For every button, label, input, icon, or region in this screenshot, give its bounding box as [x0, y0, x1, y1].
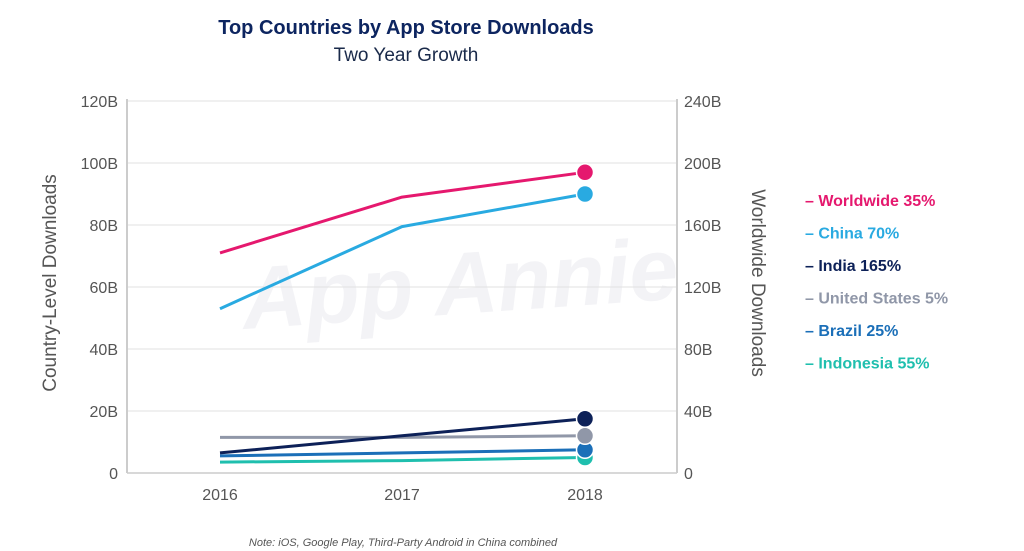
- right-tick-label: 160B: [684, 218, 721, 235]
- footnote: Note: iOS, Google Play, Third-Party Andr…: [249, 537, 558, 549]
- chart-title: Top Countries by App Store Downloads: [218, 17, 594, 39]
- series-line-india: [219, 417, 586, 455]
- right-tick-label: 80B: [684, 342, 712, 359]
- x-tick-label: 2016: [202, 487, 238, 504]
- left-tick-label: 100B: [81, 156, 118, 173]
- legend-item-indonesia: – Indonesia 55%: [805, 356, 930, 373]
- legend-item-china: – China 70%: [805, 226, 899, 243]
- series-line-brazil: [219, 448, 586, 458]
- left-tick-label: 120B: [81, 94, 118, 111]
- left-axis-title: Country-Level Downloads: [40, 174, 61, 392]
- left-tick-label: 0: [109, 466, 118, 483]
- legend-item-brazil: – Brazil 25%: [805, 323, 898, 340]
- end-point-united-states: [575, 426, 595, 446]
- right-axis-title: Worldwide Downloads: [747, 189, 768, 377]
- legend-item-india: – India 165%: [805, 258, 901, 275]
- x-tick-label: 2017: [384, 487, 420, 504]
- left-tick-label: 80B: [90, 218, 118, 235]
- series-line-united-states: [220, 434, 586, 439]
- left-tick-label: 20B: [90, 404, 118, 421]
- left-tick-label: 40B: [90, 342, 118, 359]
- right-tick-label: 0: [684, 466, 693, 483]
- right-tick-label: 120B: [684, 280, 721, 297]
- series-line-indonesia: [219, 456, 586, 464]
- end-point-worldwide: [575, 163, 595, 182]
- legend-item-united-states: – United States 5%: [805, 291, 948, 308]
- right-tick-label: 40B: [684, 404, 712, 421]
- right-tick-label: 200B: [684, 156, 721, 173]
- end-point-india: [575, 409, 595, 429]
- right-tick-label: 240B: [684, 94, 721, 111]
- end-point-china: [575, 184, 595, 204]
- watermark: App Annie: [237, 219, 682, 348]
- legend-item-worldwide: – Worldwide 35%: [805, 193, 935, 210]
- chart-subtitle: Two Year Growth: [334, 45, 479, 66]
- series-line-worldwide: [219, 170, 586, 255]
- left-tick-label: 60B: [90, 280, 118, 297]
- x-tick-label: 2018: [567, 487, 603, 504]
- series-line-china: [219, 192, 586, 311]
